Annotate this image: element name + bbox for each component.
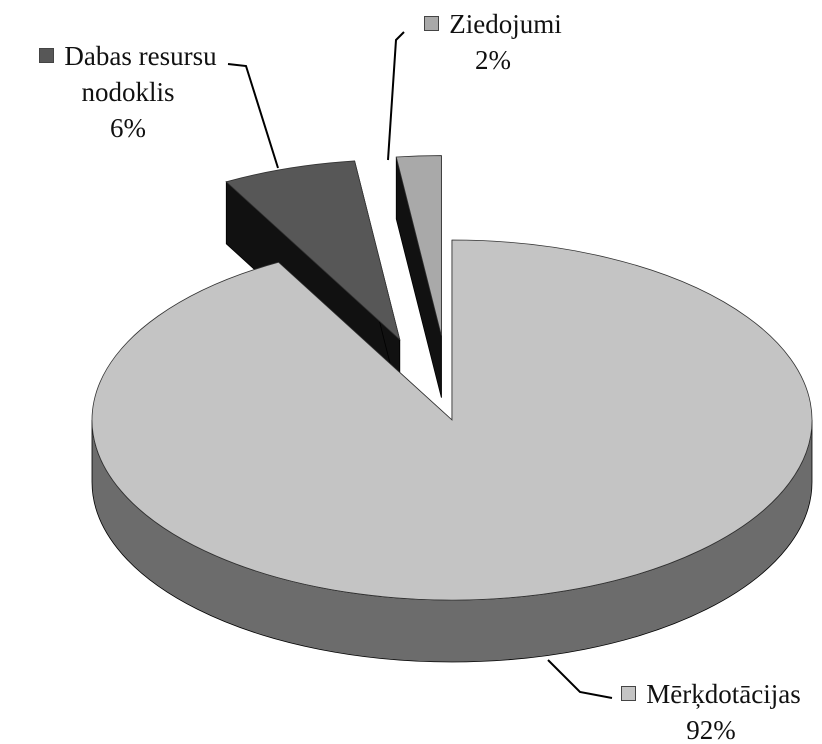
slice: [225, 160, 401, 341]
category-label: Dabas resursu nodoklis: [64, 41, 217, 107]
value-label: 2%: [475, 45, 511, 75]
label: Ziedojumi 2%: [408, 6, 578, 78]
category-label: Ziedojumi: [449, 9, 562, 39]
leader-line: [387, 31, 405, 161]
value-label: 92%: [686, 715, 736, 744]
label: Mērķdotācijas 92%: [600, 676, 822, 744]
leader-line: [547, 659, 613, 699]
legend-swatch: [39, 48, 55, 63]
slice: [91, 239, 813, 601]
value-label: 6%: [110, 113, 146, 143]
slice: [395, 155, 442, 336]
legend-swatch: [621, 686, 637, 701]
legend-swatch: [424, 16, 440, 31]
label: Dabas resursu nodoklis 6%: [8, 38, 248, 146]
leader-line: [227, 63, 279, 169]
category-label: Mērķdotācijas: [646, 679, 801, 709]
